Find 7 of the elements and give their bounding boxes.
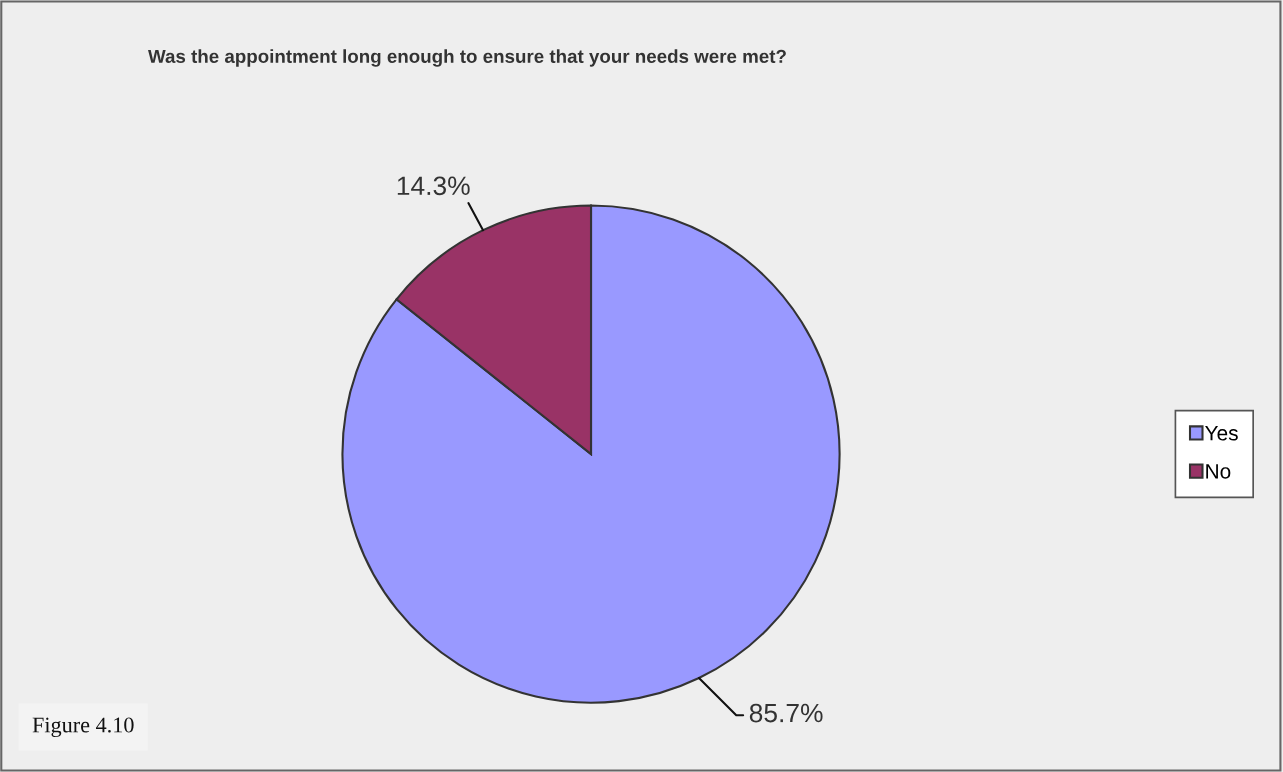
- legend-label: Yes: [1205, 425, 1238, 441]
- legend-label: No: [1206, 464, 1231, 479]
- pie-slice: [341, 204, 841, 704]
- data-label: 14.3%: [397, 176, 470, 196]
- chart-title: Was the appointment long enough to ensure that your needs were met?: [148, 49, 786, 67]
- data-label: 85.7%: [749, 703, 823, 723]
- caption: Figure 4.10: [32, 717, 134, 738]
